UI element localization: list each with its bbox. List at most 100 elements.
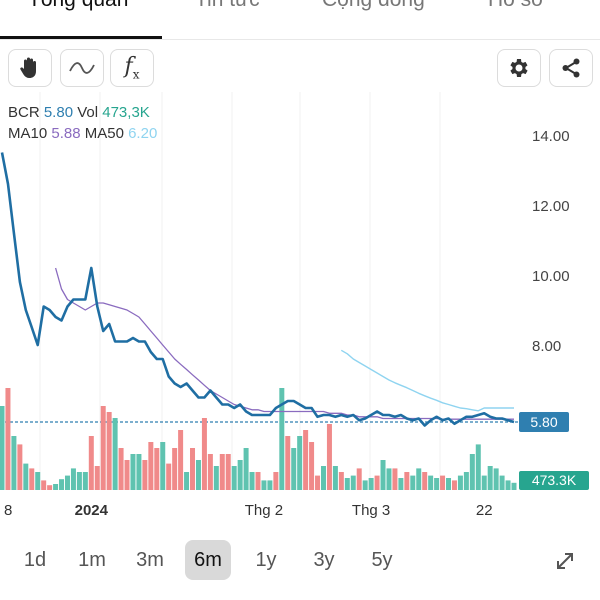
volume-bar bbox=[481, 475, 487, 490]
tab-profile[interactable]: Hồ sơ bbox=[488, 0, 545, 12]
volume-bar bbox=[356, 468, 362, 490]
x-axis-label: Thg 2 bbox=[245, 502, 283, 519]
volume-bar bbox=[201, 418, 207, 490]
trendline-icon bbox=[69, 62, 95, 74]
volume-bar bbox=[17, 444, 23, 490]
x-axis-labels: 8 2024 Thg 2 Thg 3 22 bbox=[4, 502, 493, 519]
indicator-function-button[interactable]: fx bbox=[110, 49, 154, 87]
tab-overview[interactable]: Tổng quan bbox=[28, 0, 128, 12]
share-button[interactable] bbox=[549, 49, 593, 87]
volume-bar bbox=[422, 472, 428, 490]
volume-bar bbox=[106, 412, 112, 490]
volume-bar bbox=[469, 454, 475, 490]
volume-bar bbox=[416, 468, 422, 490]
volume-bar bbox=[279, 388, 285, 490]
gear-icon bbox=[510, 59, 528, 77]
volume-bar bbox=[219, 454, 225, 490]
chart-settings-button[interactable] bbox=[497, 49, 541, 87]
legend-vol-label: Vol bbox=[77, 104, 99, 121]
volume-bar bbox=[88, 436, 94, 490]
volume-bar bbox=[213, 466, 219, 490]
volume-bar bbox=[148, 442, 154, 490]
x-axis-label: Thg 3 bbox=[352, 502, 390, 519]
active-tab-indicator bbox=[0, 36, 162, 39]
range-3m-button[interactable]: 3m bbox=[136, 548, 164, 571]
volume-bar bbox=[273, 472, 279, 490]
tab-community[interactable]: Cộng đồng bbox=[322, 0, 425, 12]
volume-bar bbox=[267, 480, 273, 490]
volume-bar bbox=[231, 466, 237, 490]
price-chart[interactable]: 14.00 12.00 10.00 8.00 8 2024 Thg 2 Thg 3 22 5.… bbox=[0, 92, 600, 522]
volume-bar bbox=[130, 454, 136, 490]
volume-bar bbox=[350, 475, 356, 490]
range-3y-button[interactable]: 3y bbox=[313, 548, 335, 571]
volume-bar bbox=[457, 475, 463, 490]
legend-symbol: BCR bbox=[8, 104, 40, 121]
y-tick-label: 12.00 bbox=[532, 198, 570, 215]
function-icon: fx bbox=[124, 54, 140, 82]
volume-bar bbox=[463, 472, 469, 490]
volume-bar bbox=[380, 460, 386, 490]
chart-lines bbox=[0, 152, 515, 427]
price-line bbox=[0, 152, 515, 427]
volume-bars bbox=[0, 388, 517, 490]
volume-bar bbox=[320, 466, 326, 490]
hand-tool-button[interactable] bbox=[8, 49, 52, 87]
legend-row-ma: MA10 5.88 MA50 6.20 bbox=[8, 125, 157, 142]
y-tick-label: 10.00 bbox=[532, 268, 570, 285]
volume-bar bbox=[225, 454, 231, 490]
volume-bar bbox=[499, 475, 505, 490]
volume-bar bbox=[332, 466, 338, 490]
volume-bar bbox=[35, 472, 41, 490]
range-6m-button[interactable]: 6m bbox=[185, 540, 231, 580]
share-icon bbox=[562, 58, 580, 78]
volume-bar bbox=[362, 480, 368, 490]
volume-bar bbox=[255, 472, 261, 490]
volume-bar bbox=[100, 406, 106, 490]
volume-bar bbox=[344, 478, 350, 490]
range-1d-button[interactable]: 1d bbox=[23, 548, 47, 571]
x-axis-label: 8 bbox=[4, 502, 12, 519]
volume-bar bbox=[440, 475, 446, 490]
range-1y-button[interactable]: 1y bbox=[255, 548, 277, 571]
y-tick-label: 14.00 bbox=[532, 128, 570, 145]
volume-bar bbox=[41, 480, 47, 490]
y-tick-label: 8.00 bbox=[532, 338, 561, 355]
volume-bar bbox=[142, 460, 148, 490]
volume-bar bbox=[29, 468, 35, 490]
volume-bar bbox=[398, 478, 404, 490]
volume-bar bbox=[154, 448, 160, 490]
volume-bar bbox=[184, 472, 190, 490]
fullscreen-button[interactable] bbox=[548, 544, 582, 578]
volume-bar bbox=[326, 424, 332, 490]
x-axis-label: 2024 bbox=[75, 502, 109, 519]
range-5y-button[interactable]: 5y bbox=[371, 548, 393, 571]
y-axis-ticks: 14.00 12.00 10.00 8.00 bbox=[532, 128, 570, 355]
volume-bar bbox=[451, 480, 457, 490]
volume-bar bbox=[309, 442, 315, 490]
volume-bar bbox=[47, 485, 53, 490]
legend-ma50-value: 6.20 bbox=[128, 125, 158, 142]
legend-vol-value: 473,3K bbox=[102, 104, 150, 121]
volume-bar bbox=[118, 448, 124, 490]
chart-grid bbox=[0, 92, 518, 490]
legend-ma10-value: 5.88 bbox=[51, 125, 81, 142]
volume-bar bbox=[303, 430, 309, 490]
tab-news[interactable]: Tin tức bbox=[195, 0, 260, 12]
volume-bar bbox=[160, 442, 166, 490]
price-tag-bg bbox=[519, 412, 569, 432]
expand-icon bbox=[557, 553, 573, 569]
range-1m-button[interactable]: 1m bbox=[78, 548, 106, 571]
legend-ma50-label: MA50 bbox=[84, 125, 124, 142]
volume-bar bbox=[410, 475, 416, 490]
volume-bar bbox=[5, 388, 11, 490]
volume-bar bbox=[195, 460, 201, 490]
volume-bar bbox=[285, 436, 291, 490]
top-tabs: Tổng quan Tin tức Cộng đồng Hồ sơ bbox=[0, 0, 600, 40]
value-tags: 5.80 473.3K bbox=[519, 412, 589, 490]
trendline-tool-button[interactable] bbox=[60, 49, 104, 87]
x-axis-label: 22 bbox=[476, 502, 493, 519]
volume-bar bbox=[392, 468, 398, 490]
volume-bar bbox=[166, 463, 172, 490]
volume-bar bbox=[475, 444, 481, 490]
